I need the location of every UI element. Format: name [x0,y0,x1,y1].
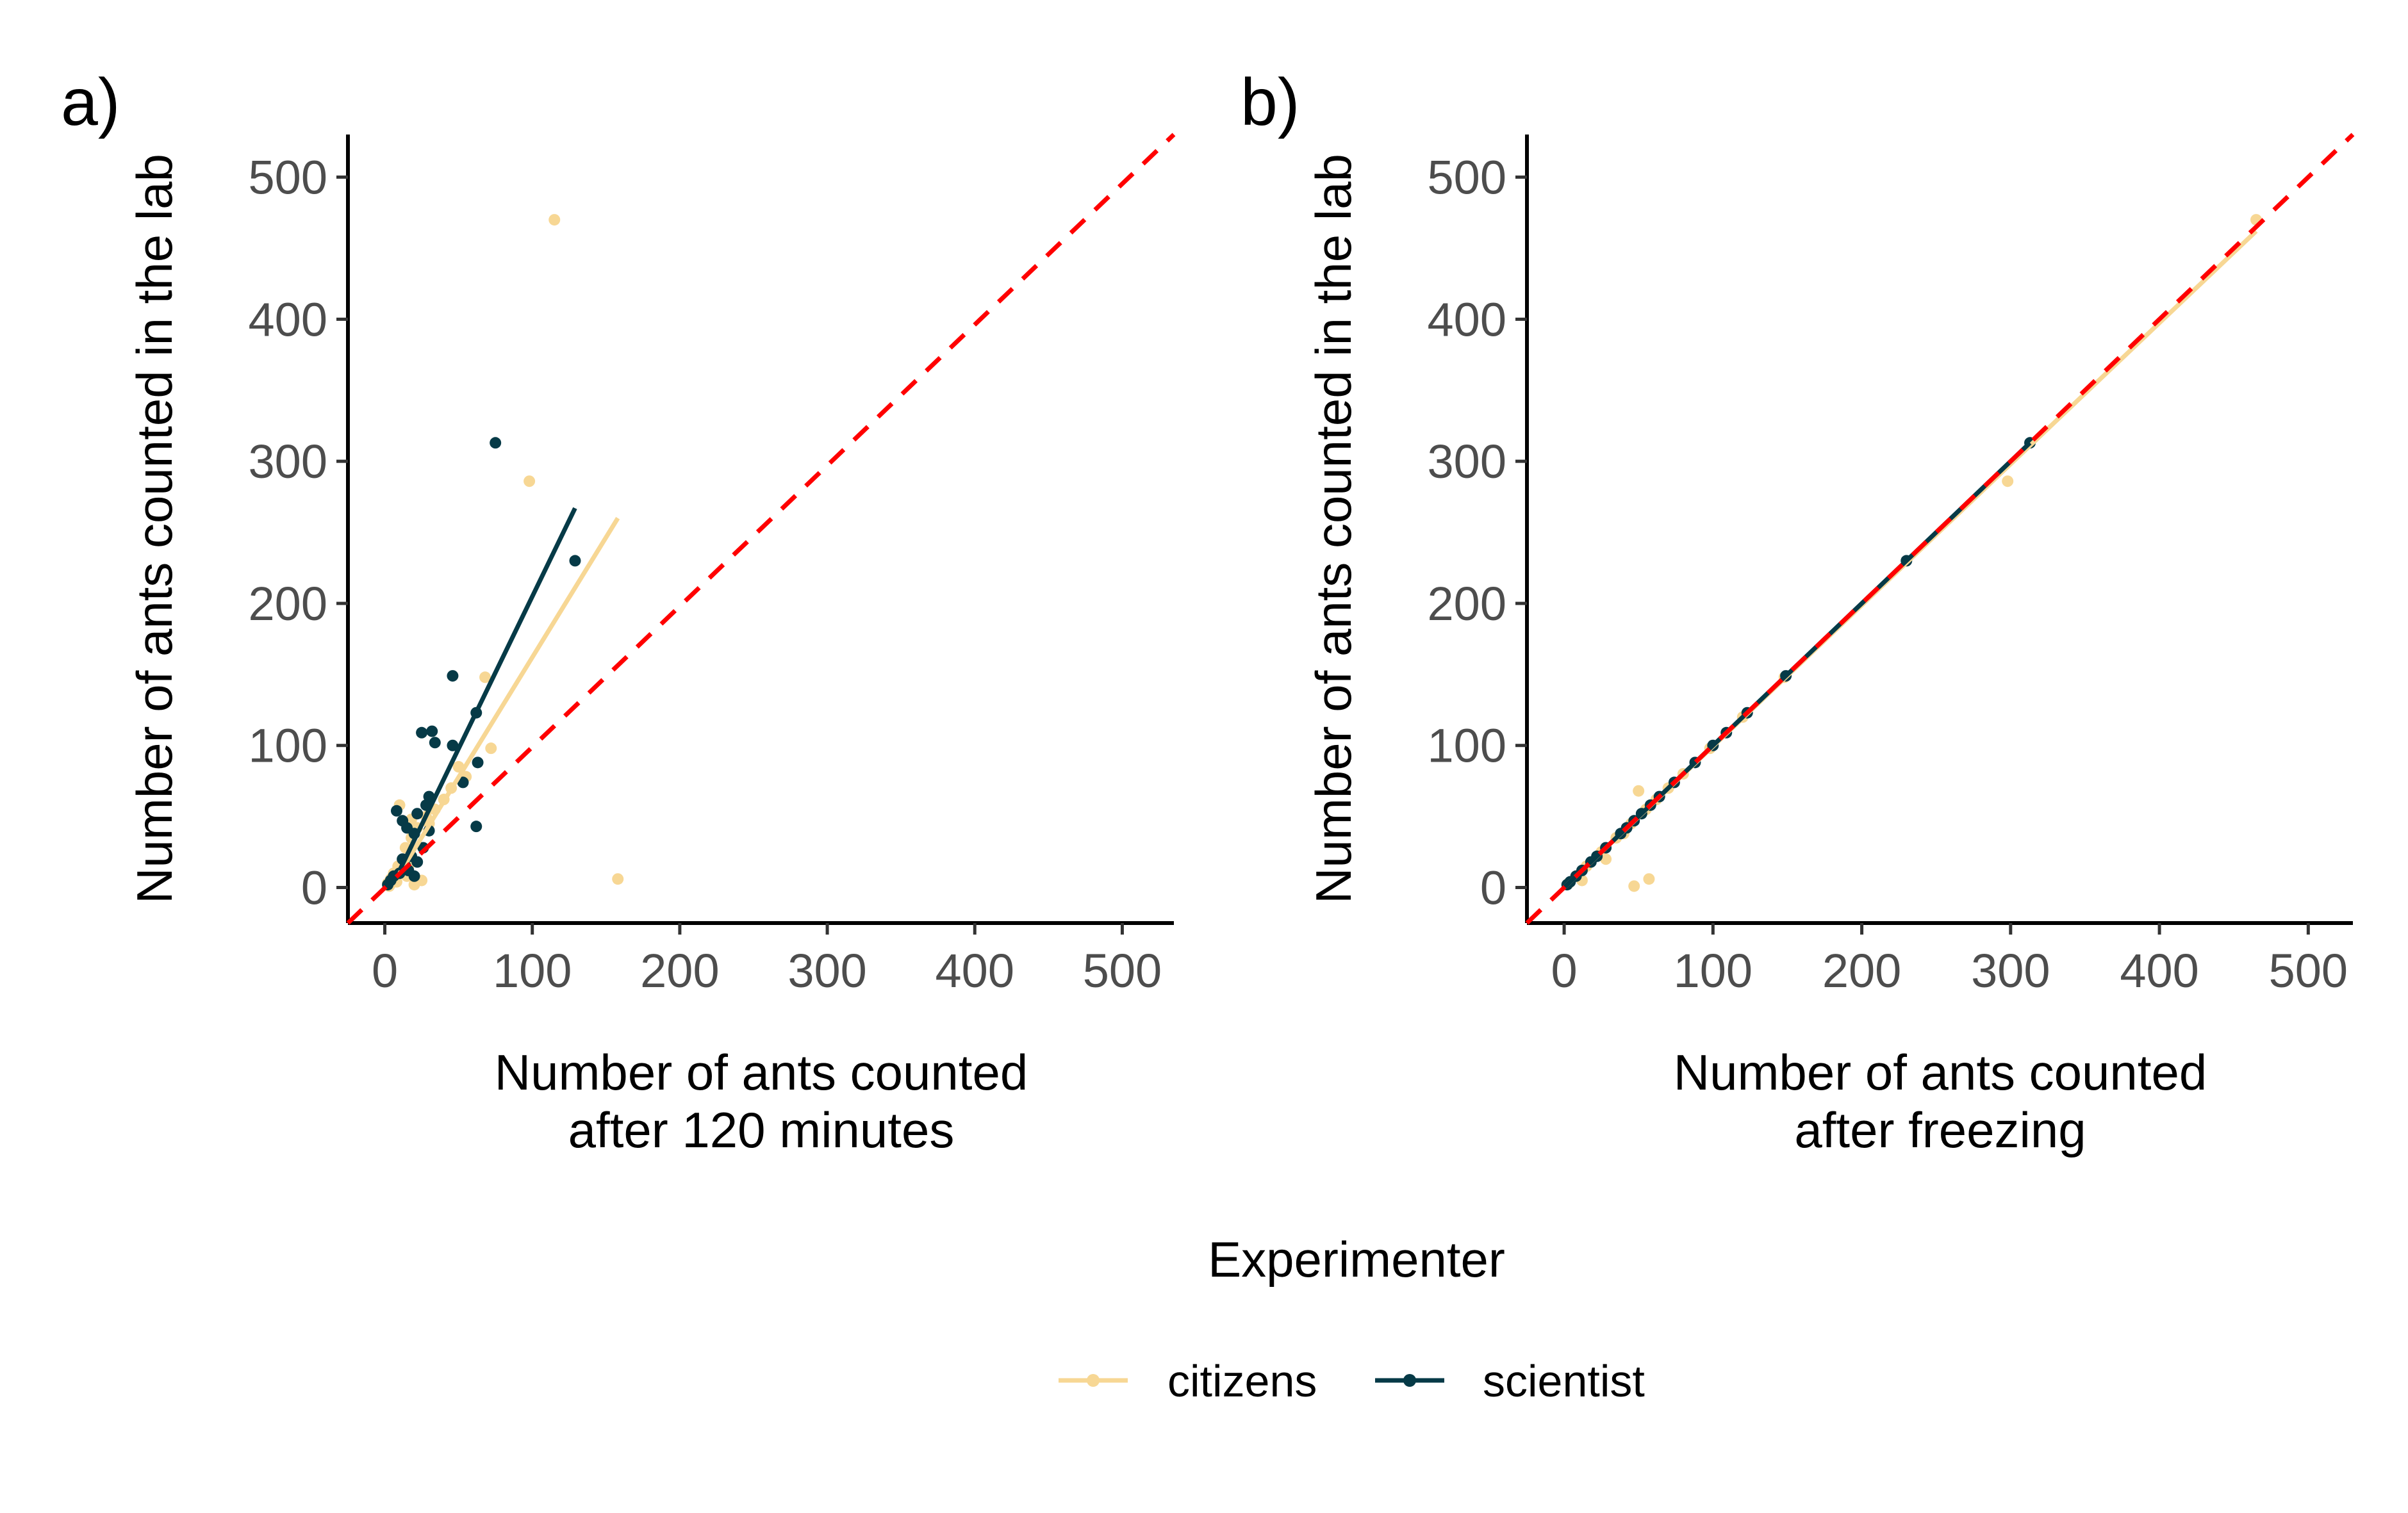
y-tick-label: 400 [249,293,327,346]
y-tick-label: 200 [1428,577,1506,630]
data-point-citizens [1600,853,1612,865]
x-tick-label: 100 [1674,944,1752,997]
data-point-citizens [2002,475,2014,487]
data-point-scientist [411,856,424,868]
data-point-citizens [485,742,497,755]
x-axis-title-line: Number of ants counted [495,1044,1028,1100]
x-tick-label: 400 [2120,944,2198,997]
legend-entry-citizens: citizens [1059,1356,1317,1406]
x-tick-label: 300 [788,944,866,997]
data-point-citizens [1633,785,1645,797]
panel-label: b) [1241,65,1299,140]
data-point-citizens [1643,873,1655,885]
x-tick-label: 100 [493,944,572,997]
fit-line-citizens [397,517,620,875]
identity-line [1525,133,2355,925]
legend-label-scientist: scientist [1483,1356,1645,1406]
plot-area [382,214,624,892]
legend-entry-scientist: scientist [1375,1356,1645,1406]
y-tick-label: 200 [249,577,327,630]
y-tick-label: 100 [249,719,327,773]
x-tick-label: 500 [1083,944,1162,997]
data-point-citizens [524,475,536,487]
legend-key-point-citizens [1087,1374,1100,1387]
y-tick-label: 300 [249,435,327,488]
y-tick-label: 100 [1428,719,1506,773]
panel-a: a) 0 100 200 300 400 500 0 100 200 300 400 500 Number… [61,65,1176,1158]
data-point-scientist [470,821,482,833]
y-axis-title: Number of ants counted in the lab [126,154,183,904]
data-point-scientist [426,725,438,737]
x-tick-label: 0 [1551,944,1577,997]
x-tick-label: 300 [1971,944,2050,997]
data-point-scientist [416,726,428,739]
data-point-citizens [612,873,624,885]
data-point-scientist [447,739,459,751]
legend-title: Experimenter [1208,1231,1505,1288]
data-point-scientist [569,555,581,567]
panel-label: a) [61,65,120,140]
fit-line-scientist [397,507,577,872]
y-tick-label: 0 [301,862,327,915]
y-tick-label: 0 [1480,862,1506,915]
data-point-scientist [429,737,441,749]
x-tick-label: 500 [2269,944,2348,997]
data-point-scientist [408,870,420,882]
data-point-scientist [447,670,459,682]
data-point-scientist [472,756,484,769]
data-point-scientist [390,805,402,817]
panel-b: b) 0 100 200 300 400 500 0 100 200 300 400 500 Number… [1241,65,2355,1158]
x-tick-label: 200 [640,944,719,997]
y-tick-label: 400 [1428,293,1506,346]
data-point-scientist [411,808,424,820]
data-point-citizens [548,214,561,226]
y-tick-label: 500 [249,151,327,204]
x-tick-label: 400 [936,944,1014,997]
y-tick-label: 500 [1428,151,1506,204]
legend-label-citizens: citizens [1167,1356,1317,1406]
data-point-scientist [490,437,502,449]
y-tick-label: 300 [1428,435,1506,488]
data-point-scientist [457,776,469,789]
x-axis-title-line: after freezing [1794,1102,2086,1158]
x-tick-label: 0 [372,944,398,997]
x-tick-label: 200 [1822,944,1901,997]
legend-key-point-scientist [1403,1374,1416,1387]
legend: Experimenter citizens scientist [1059,1231,1645,1406]
data-point-citizens [1628,880,1640,892]
x-axis-title-line: Number of ants counted [1674,1044,2207,1100]
y-axis-title: Number of ants counted in the lab [1305,154,1362,904]
identity-line [346,133,1176,925]
data-point-citizens [479,671,491,683]
x-axis-title-line: after 120 minutes [568,1102,955,1158]
